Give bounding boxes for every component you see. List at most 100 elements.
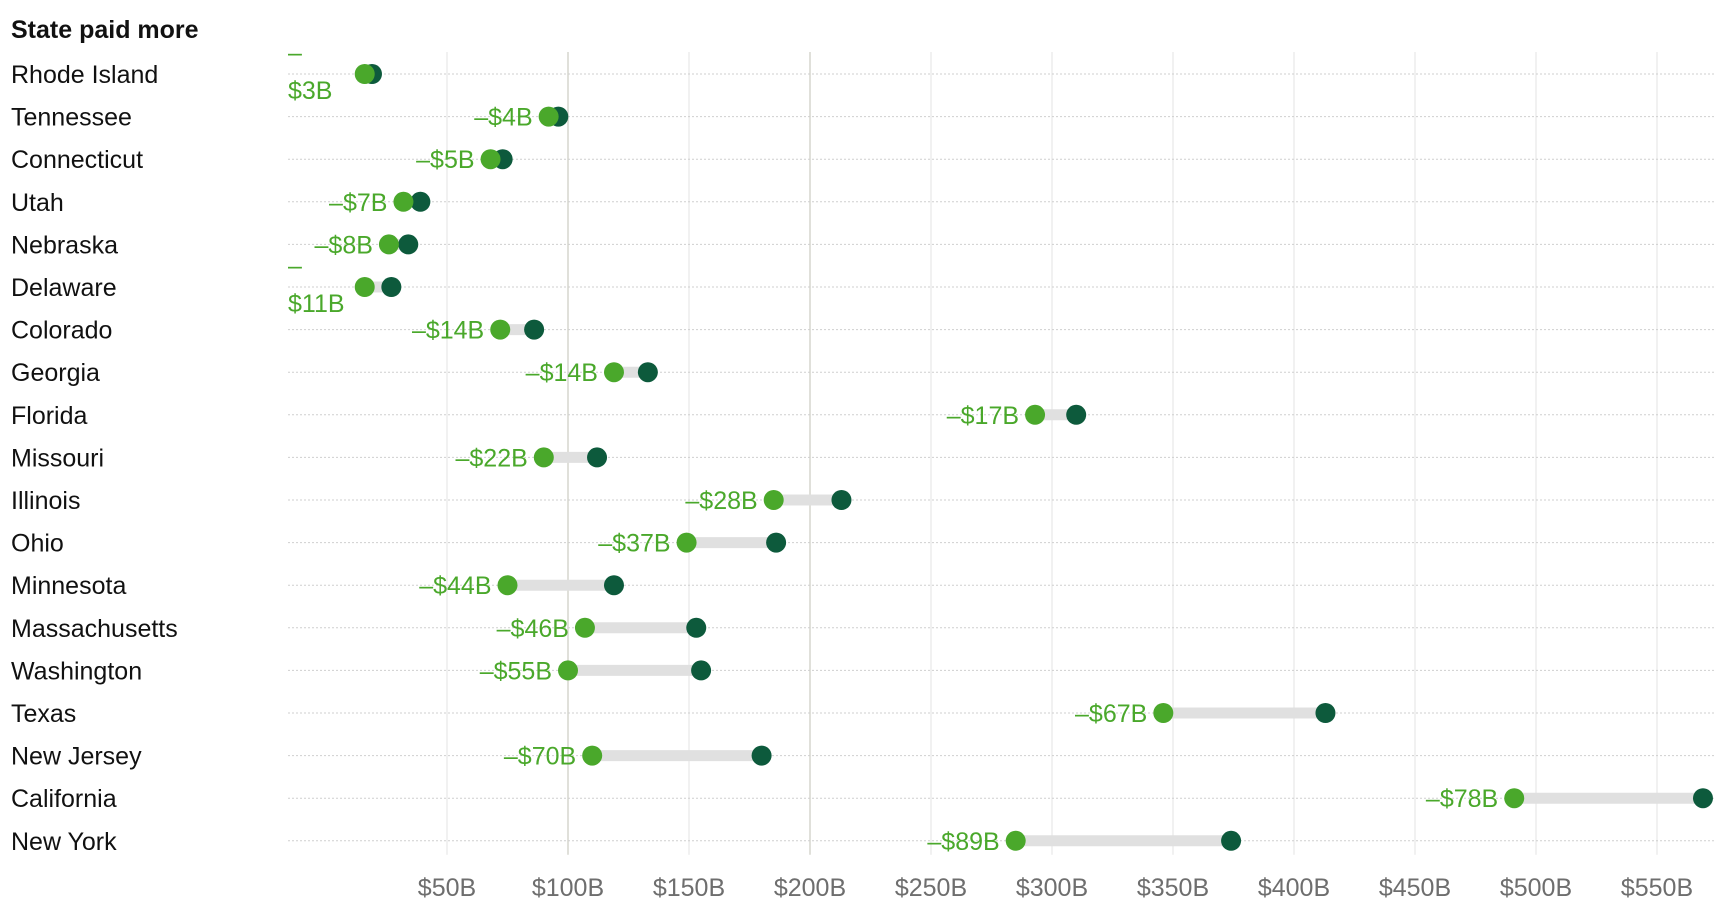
paid-dot [751,745,772,766]
paid-dot [766,532,787,553]
state-row: Utah –$7B [11,189,1715,217]
state-label: Illinois [11,487,80,515]
state-label: Delaware [11,274,117,302]
state-label: Tennessee [11,104,132,132]
paid-dot [691,660,712,681]
difference-label: –$28B [685,487,757,515]
x-tick-label: $550B [1621,874,1693,902]
state-row: New Jersey –$70B [11,743,1715,771]
received-dot [538,106,559,127]
state-row: Washington –$55B [11,657,1715,685]
received-dot [1504,788,1525,809]
difference-label: –$67B [1075,700,1147,728]
state-row: Minnesota –$44B [11,572,1715,600]
state-row: Ohio –$37B [11,530,1715,558]
difference-label: –$78B [1426,785,1498,813]
state-row: Texas –$67B [11,700,1715,728]
paid-dot [1692,788,1713,809]
difference-label: –$89B [927,828,999,856]
difference-label: –$70B [504,743,576,771]
difference-label: –$46B [497,615,569,643]
paid-dot [1315,703,1336,723]
state-row: Nebraska –$8B [11,231,1715,259]
state-row: California –$78B [11,785,1715,813]
x-tick-label: $50B [418,874,476,902]
difference-label-dash: – [288,39,302,67]
state-label: Ohio [11,530,64,558]
x-tick-label: $350B [1137,874,1209,902]
paid-dot [398,234,419,255]
paid-dot [410,191,431,212]
received-dot [574,617,595,638]
state-label: New Jersey [11,743,142,771]
received-dot [490,319,511,340]
state-row: Illinois –$28B [11,487,1715,515]
x-tick-label: $300B [1016,874,1088,902]
state-label: Nebraska [11,231,118,259]
paid-dot [1221,830,1242,851]
state-row: Tennessee –$4B [11,104,1715,132]
paid-dot [381,277,402,297]
state-row: Georgia –$14B [11,359,1715,387]
state-label: Washington [11,657,142,685]
difference-label: –$55B [480,657,552,685]
difference-label: –$37B [598,530,670,558]
rows: Rhode Island – $3B Tennessee –$4B Connecticut… [11,39,1715,856]
state-label: Connecticut [11,146,143,174]
received-dot [354,277,375,297]
difference-label: –$5B [416,146,474,174]
received-dot [1005,830,1026,851]
received-dot [763,490,784,510]
received-dot [676,532,697,553]
state-label: Rhode Island [11,61,158,89]
x-tick-label: $100B [532,874,604,902]
received-dot [378,234,399,255]
difference-label: $11B [288,290,345,318]
x-axis: $50B $100B $150B $200B $250B $300B $350B $400B $… [418,874,1693,902]
received-dot [1025,404,1046,425]
difference-label: –$7B [329,189,387,217]
received-dot [393,191,414,212]
x-tick-label: $500B [1500,874,1572,902]
paid-dot [587,447,608,468]
received-dot [354,64,375,84]
x-tick-label: $450B [1379,874,1451,902]
state-label: Florida [11,402,88,430]
state-row: Rhode Island – $3B [11,39,1715,105]
state-label: Utah [11,189,64,217]
difference-label-dash: – [288,252,302,280]
difference-label: –$22B [456,444,528,472]
paid-dot [1066,404,1087,425]
difference-label: –$14B [526,359,598,387]
state-label: Massachusetts [11,615,178,643]
difference-label: –$8B [315,231,373,259]
state-row: Missouri –$22B [11,444,1715,472]
difference-label: –$17B [947,402,1019,430]
difference-label: $3B [288,77,332,105]
x-tick-label: $150B [653,874,725,902]
x-tick-label: $250B [895,874,967,902]
received-dot [533,447,554,468]
state-row: Colorado –$14B [11,317,1715,345]
x-tick-label: $200B [774,874,846,902]
state-row: Florida –$17B [11,402,1715,430]
difference-label: –$44B [419,572,491,600]
state-label: New York [11,828,117,856]
x-tick-label: $400B [1258,874,1330,902]
state-label: Missouri [11,444,104,472]
state-label: Colorado [11,317,112,345]
received-dot [480,149,501,170]
received-dot [582,745,603,766]
paid-dot [603,575,624,596]
paid-dot [831,490,852,510]
state-row: New York –$89B [11,828,1715,856]
difference-label: –$4B [474,104,532,132]
state-label: Texas [11,700,76,728]
paid-dot [524,319,545,340]
difference-label: –$14B [412,317,484,345]
state-row: Delaware – $11B [11,252,1715,318]
received-dot [558,660,578,681]
state-label: California [11,785,117,813]
state-label: Minnesota [11,572,126,600]
